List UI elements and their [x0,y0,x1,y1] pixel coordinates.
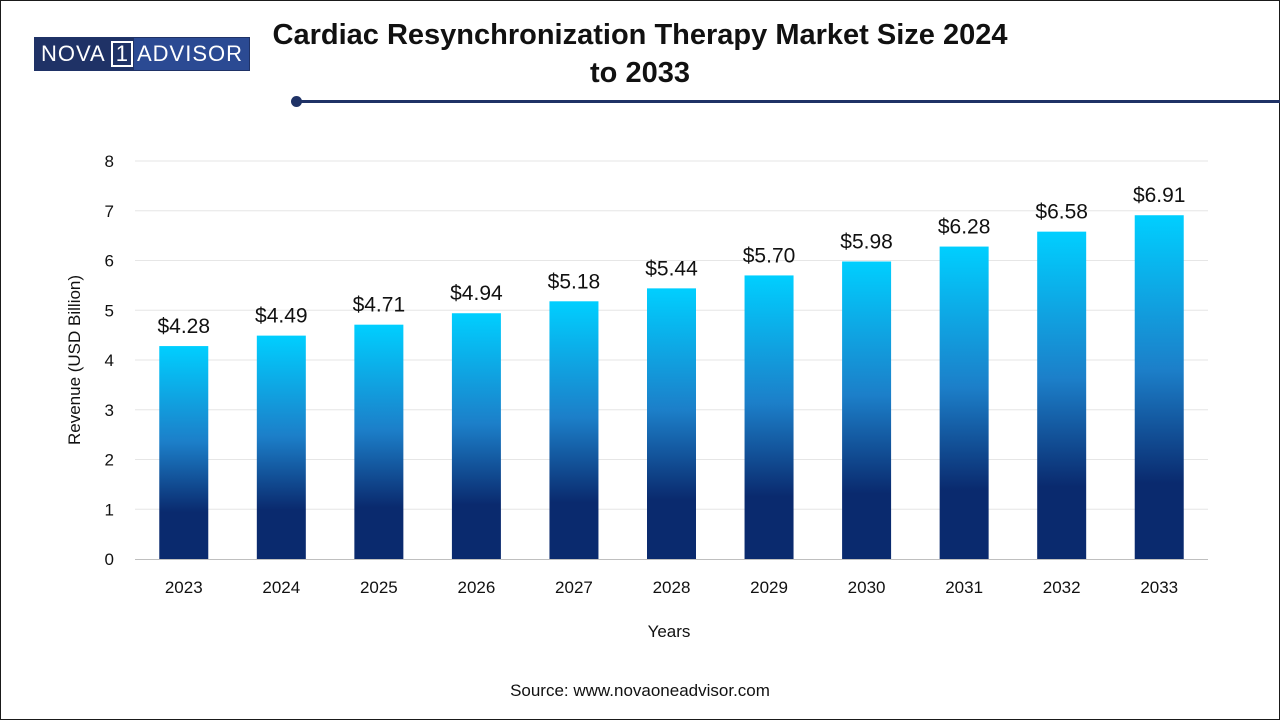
bar-2025 [354,324,404,559]
y-axis-label: Revenue (USD Billion) [65,275,84,445]
data-label-2023: $4.28 [157,315,210,338]
data-label-2030: $5.98 [840,230,893,253]
x-tick-label: 2023 [165,578,203,597]
bar-2030 [842,261,892,559]
bar-2033 [1134,215,1184,560]
title-rule-dot [291,96,302,107]
logo-text-nova: NOVA [35,38,110,70]
y-tick-label: 6 [105,252,114,271]
x-tick-label: 2026 [457,578,495,597]
data-label-2028: $5.44 [645,257,698,280]
data-label-2024: $4.49 [255,305,308,328]
data-label-2031: $6.28 [938,216,991,239]
chart-title: Cardiac Resynchronization Therapy Market… [272,19,1008,89]
bar-2029 [744,275,794,559]
bar-2031 [939,246,989,559]
x-tick-label: 2031 [945,578,983,597]
data-label-2029: $5.70 [743,244,796,267]
brand-logo: NOVA 1 ADVISOR [34,37,250,71]
x-tick-label: 2032 [1043,578,1081,597]
y-tick-label: 1 [105,500,114,519]
logo-text-advisor: ADVISOR [133,38,249,70]
data-labels: $4.28 $4.49 $4.71 $4.94 $5.18 $5.44 $5.70 $5.98… [157,184,1185,338]
x-tick-label: 2027 [555,578,593,597]
data-label-2032: $6.58 [1035,201,1088,224]
bar-2023 [159,346,209,559]
x-tick-label: 2028 [653,578,691,597]
bar-2028 [647,288,696,559]
data-label-2026: $4.94 [450,282,503,305]
y-tick-label: 8 [105,152,114,171]
y-tick-label: 5 [105,301,114,320]
logo-digit: 1 [109,38,134,70]
bar-2024 [256,335,306,559]
x-tick-label: 2033 [1140,578,1178,597]
y-tick-label: 4 [105,351,114,370]
y-tick-label: 2 [105,451,114,470]
x-tick-label: 2025 [360,578,398,597]
source-note: Source: www.novaoneadvisor.com [510,681,770,700]
x-axis-ticks: 2023 2024 2025 2026 2027 2028 2029 2030 2031 2032… [165,578,1178,597]
data-label-2025: $4.71 [353,294,406,317]
data-label-2027: $5.18 [548,270,601,293]
bar-2032 [1037,231,1087,559]
x-axis-label: Years [648,622,691,641]
y-tick-label: 3 [105,401,114,420]
bar-2027 [549,301,599,559]
bar-2026 [451,313,501,559]
logo-digit-text: 1 [110,41,133,67]
y-axis-ticks: 0 1 2 3 4 5 6 7 8 [105,152,114,569]
y-tick-label: 7 [105,202,114,221]
x-tick-label: 2029 [750,578,788,597]
data-label-2033: $6.91 [1133,184,1186,207]
bars [159,215,1184,560]
x-tick-label: 2030 [848,578,886,597]
title-rule-line [300,100,1280,103]
x-tick-label: 2024 [262,578,300,597]
y-tick-label: 0 [105,550,114,569]
